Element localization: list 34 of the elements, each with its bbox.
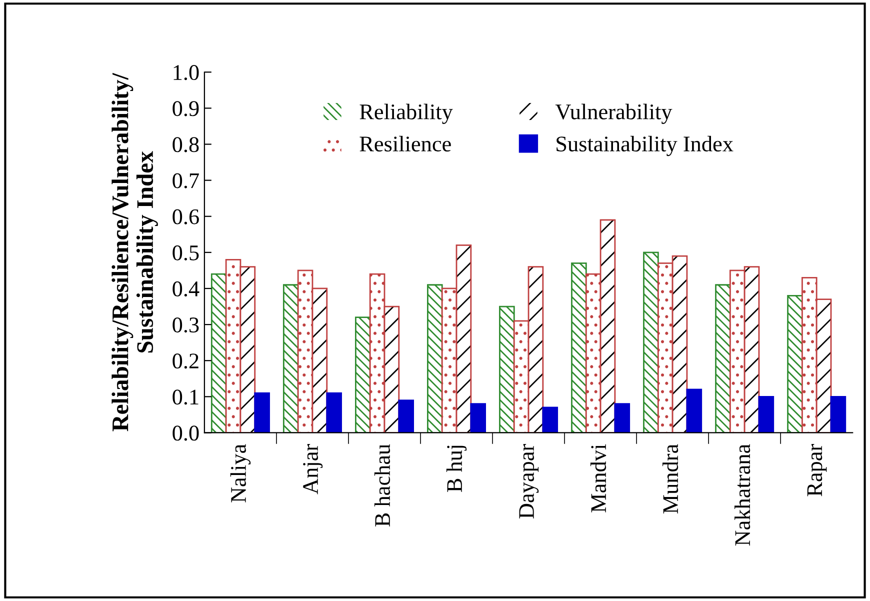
x-tick-label: Mundra: [662, 444, 678, 514]
x-tick-label: Mandvi: [590, 444, 606, 512]
legend-label: Vulnerability: [555, 104, 672, 124]
x-tick-label: Anjar: [303, 444, 323, 494]
y-tick-label: 0.0: [172, 426, 199, 441]
legend-label: Resilience: [360, 136, 451, 152]
bar: [470, 403, 486, 433]
y-tick-label: 0.7: [172, 173, 199, 188]
y-tick-label: 0.6: [172, 209, 199, 224]
y-tick-label: 1.0: [174, 65, 199, 80]
bar: [686, 388, 702, 433]
y-tick-label: 0.1: [172, 390, 198, 405]
x-tick-label: Dayapar: [519, 444, 539, 518]
bar: [758, 396, 774, 433]
x-tick-label: Naliya: [230, 444, 251, 502]
legend-label: Sustainability Index: [556, 136, 734, 156]
bar: [830, 396, 846, 433]
y-axis-title: Reliability/Resilience/Vulnerability/ Sustainability Index: [112, 72, 158, 432]
bar: [254, 392, 270, 433]
x-tick-label: B huj: [446, 446, 467, 492]
y-tick-label: 0.8: [172, 137, 199, 152]
x-tick-label: B hachau: [374, 444, 390, 526]
y-tick-label: 0.2: [172, 354, 198, 369]
bar: [614, 403, 630, 433]
y-tick-label: 0.5: [172, 245, 199, 260]
y-tick-label: 0.3: [172, 317, 199, 333]
y-tick-label: 0.4: [172, 281, 200, 297]
legend-label: Reliability: [360, 104, 453, 124]
x-tick-label: Rapar: [807, 444, 827, 496]
bar: [398, 400, 414, 433]
y-tick-label: 0.9: [172, 101, 199, 116]
bar: [326, 392, 342, 433]
bar: [542, 406, 558, 433]
x-tick-label: Nakhatrana: [734, 444, 750, 546]
